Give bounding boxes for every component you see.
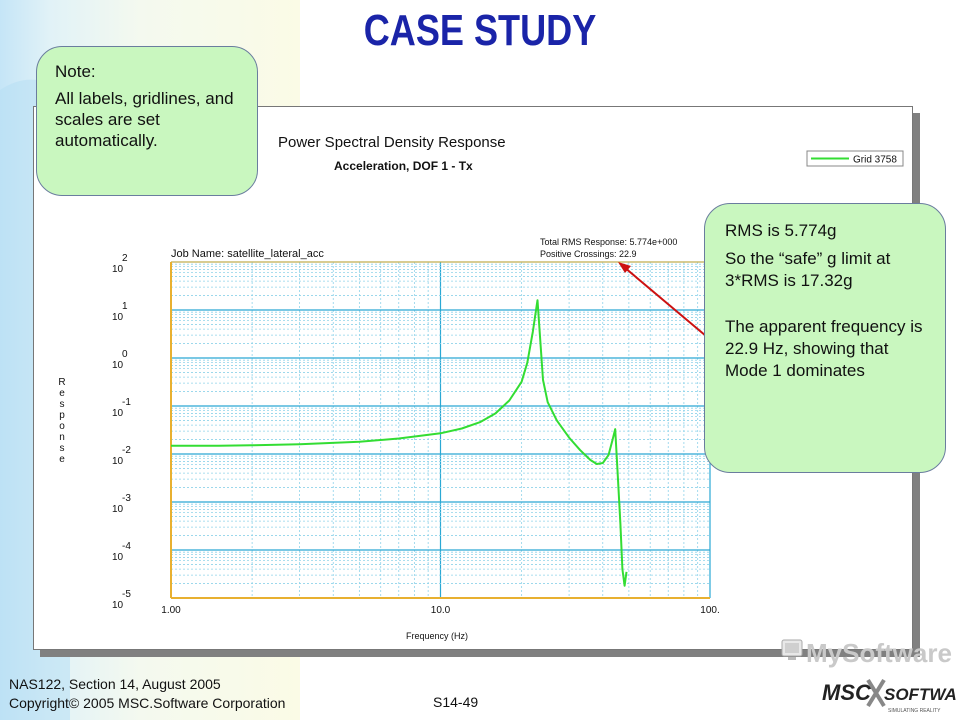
- y-axis-label-letter: p: [59, 410, 65, 421]
- y-tick-exponent: -1: [122, 397, 131, 408]
- safe-limit-line: So the “safe” g limit at 3*RMS is 17.32g: [725, 249, 891, 290]
- msc-software-logo: MySoftware MSC SOFTWARE SIMULATING REALI…: [781, 638, 956, 714]
- y-axis-label-letter: R: [58, 377, 65, 388]
- slide-title: CASE STUDY: [363, 6, 597, 55]
- chart-grid: [170, 261, 711, 599]
- chart-annotation-crossings: Positive Crossings: 22.9: [540, 249, 637, 259]
- x-axis-label: Frequency (Hz): [406, 631, 468, 641]
- y-axis-label-letter: o: [59, 421, 65, 432]
- y-tick-label: 10: [112, 360, 124, 371]
- footer-course: NAS122, Section 14, August 2005: [9, 676, 221, 692]
- y-axis-label: Response: [58, 377, 65, 465]
- note-callout: Note: All labels, gridlines, and scales …: [36, 46, 258, 196]
- legend-entry: Grid 3758: [853, 155, 897, 166]
- y-axis-label-letter: n: [59, 432, 65, 443]
- chart-subtitle: Acceleration, DOF 1 - Tx: [334, 159, 473, 173]
- x-tick-label: 1.00: [161, 605, 181, 616]
- svg-text:SIMULATING REALITY: SIMULATING REALITY: [888, 708, 941, 714]
- series-line-0: [170, 299, 628, 587]
- svg-text:MSC: MSC: [822, 680, 872, 705]
- y-axis-label-letter: e: [59, 388, 65, 399]
- y-tick-exponent: -4: [122, 541, 131, 552]
- y-tick-exponent: 0: [122, 349, 128, 360]
- y-tick-exponent: 2: [122, 253, 128, 264]
- chart-title: Power Spectral Density Response: [278, 134, 506, 151]
- y-axis-label-letter: e: [59, 454, 65, 465]
- psd-chart: Power Spectral Density Response Accelera…: [58, 134, 904, 641]
- x-tick-label: 100.: [700, 605, 719, 616]
- y-tick-label: 10: [112, 504, 124, 515]
- frequency-line: The apparent frequency is 22.9 Hz, showi…: [725, 317, 923, 380]
- footer-copyright: Copyright© 2005 MSC.Software Corporation: [9, 695, 286, 711]
- y-tick-exponent: 1: [122, 301, 128, 312]
- y-tick-label: 10: [112, 600, 124, 611]
- y-tick-label: 10: [112, 456, 124, 467]
- y-axis-label-letter: s: [60, 443, 65, 454]
- rms-line: RMS is 5.774g: [725, 221, 837, 240]
- y-tick-label: 10: [112, 312, 124, 323]
- y-tick-label: 10: [112, 552, 124, 563]
- footer: NAS122, Section 14, August 2005 Copyrigh…: [9, 675, 285, 713]
- y-tick-label: 10: [112, 264, 124, 275]
- y-tick-exponent: -3: [122, 493, 131, 504]
- note-body: All labels, gridlines, and scales are se…: [55, 89, 234, 150]
- y-axis-label-letter: s: [60, 399, 65, 410]
- chart-legend: Grid 3758: [806, 150, 904, 167]
- chart-job-name: Job Name: satellite_lateral_acc: [171, 248, 324, 260]
- chart-series: [170, 299, 628, 587]
- computer-icon: [781, 639, 803, 660]
- y-tick-label: 10: [112, 408, 124, 419]
- x-tick-label: 10.0: [431, 605, 451, 616]
- note-heading: Note:: [55, 62, 96, 81]
- y-tick-exponent: -5: [122, 589, 131, 600]
- chart-annotation-rms: Total RMS Response: 5.774e+000: [540, 237, 677, 247]
- svg-text:SOFTWARE: SOFTWARE: [884, 685, 956, 704]
- y-tick-exponent: -2: [122, 445, 131, 456]
- x-axis-ticks: 1.00 10.0 100.: [161, 605, 719, 616]
- page-number: S14-49: [433, 694, 479, 710]
- rms-callout: RMS is 5.774g So the “safe” g limit at 3…: [704, 203, 946, 473]
- svg-text:MySoftware: MySoftware: [806, 638, 952, 668]
